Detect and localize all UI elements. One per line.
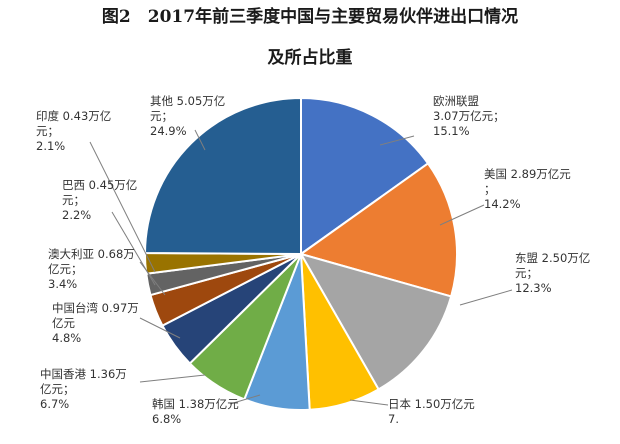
slice-label-10: 印度 0.43万亿元； 2.1% (36, 109, 111, 153)
pie-slices (143, 96, 458, 411)
slice-label-7: 中国台湾 0.97万亿元 4.8% (52, 301, 139, 345)
pie-slice-2 (298, 162, 458, 298)
watermark-left-text: 大数据报 (22, 427, 62, 440)
watermark-right-text: 微信号: gdsoa201112 (478, 412, 604, 426)
leader-line-6 (139, 374, 206, 383)
chart-title-line1: 图2 2017年前三季度中国与主要贸易伙伴进出口情况 (102, 6, 518, 27)
leader-line-10 (89, 141, 156, 273)
slice-label-3: 东盟 2.50万亿元； 12.3% (515, 251, 590, 295)
pie-slice-1 (300, 96, 430, 256)
slice-label-6: 中国香港 1.36万亿元； 6.7% (40, 367, 127, 411)
slice-label-4: 日本 1.50万亿元 7. (388, 397, 475, 426)
watermark-logo-icon (5, 426, 19, 440)
leader-line-3 (459, 289, 513, 306)
leader-line-1 (379, 135, 415, 146)
leader-line-11 (194, 129, 206, 151)
slice-label-9: 巴西 0.45万亿元； 2.2% (62, 178, 137, 222)
slice-label-8: 澳大利亚 0.68万亿元； 3.4% (48, 247, 135, 291)
slice-labels: 欧洲联盟 3.07万亿元； 15.1% 美国 2.89万亿元； 14.2% 东盟 2.50… (36, 94, 590, 426)
leader-line-9 (111, 211, 156, 286)
label-leader-lines (89, 129, 513, 406)
slice-label-11: 其他 5.05万亿元； 24.9% (150, 94, 225, 138)
wechat-icon-small (463, 417, 473, 427)
chart-title-line2: 及所占比重 (268, 47, 353, 68)
leader-line-4 (349, 399, 389, 406)
leader-line-2 (439, 204, 485, 226)
pie-slice-11 (143, 96, 302, 256)
pie-slice-3 (298, 252, 453, 391)
slice-label-5: 韩国 1.38万亿元 6.8% (152, 397, 239, 426)
slice-label-1: 欧洲联盟 3.07万亿元； 15.1% (433, 94, 505, 138)
leader-line-7 (139, 317, 181, 339)
leader-line-5 (229, 394, 261, 405)
watermark-right: 微信号: gdsoa201112 (453, 411, 604, 427)
watermark-left: 大数据报 (5, 426, 62, 440)
slice-label-2: 美国 2.89万亿元； 14.2% (484, 167, 571, 211)
